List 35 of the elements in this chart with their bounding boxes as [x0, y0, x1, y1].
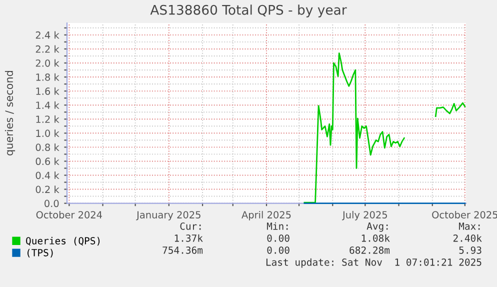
text: 1.37k	[174, 234, 203, 242]
text: 5.93	[459, 246, 482, 254]
text: Last update: Sat Nov 1 07:01:21 2025	[266, 258, 482, 268]
x-tick-label: January 2025	[136, 211, 200, 220]
y-tick-label: 1.6 k	[36, 87, 60, 95]
y-tick-label: 0.0	[44, 200, 59, 208]
text: Cur:	[180, 222, 201, 230]
text: 754.36m	[162, 246, 203, 254]
y-tick-label: 1.8 k	[36, 73, 60, 81]
y-tick-label: 0.8 k	[36, 143, 60, 152]
y-tick-label: 0.4 k	[36, 172, 60, 180]
text: 0.00	[267, 234, 290, 242]
y-axis-title: queries / second	[4, 70, 16, 156]
text: Max:	[458, 222, 480, 230]
legend-label: Queries (QPS)	[26, 236, 100, 246]
x-tick-label: July 2025	[342, 210, 387, 220]
y-tick-label: 2.4 k	[36, 31, 60, 39]
text: 1.08k	[362, 234, 390, 242]
x-tick-label: October 2024	[36, 210, 102, 218]
y-tick-label: 1.2 k	[36, 115, 60, 123]
text: 2.40k	[453, 234, 482, 242]
y-tick-label: 1.0 k	[36, 129, 60, 137]
text: Avg:	[366, 222, 388, 232]
y-tick-label: 2.0 k	[36, 59, 60, 67]
y-tick-label: 2.2 k	[36, 45, 60, 53]
legend-label: (TPS)	[28, 248, 53, 258]
x-tick-label: April 2025	[242, 210, 291, 220]
text: Min:	[266, 222, 288, 230]
text: 0.00	[267, 246, 290, 254]
y-tick-label: 1.4 k	[36, 101, 60, 109]
y-tick-label: 0.6 k	[36, 158, 60, 166]
x-tick-label: October 2025	[432, 210, 497, 218]
text: 682.28m	[350, 246, 390, 254]
chart-title: AS138860 Total QPS - by year	[150, 4, 347, 18]
y-tick-label: 0.2 k	[36, 186, 60, 194]
